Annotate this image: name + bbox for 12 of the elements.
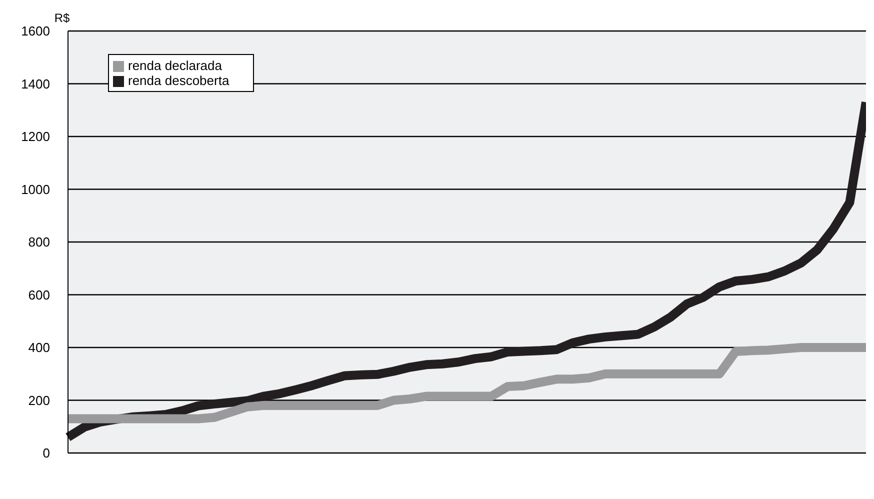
- y-tick-label: 1000: [21, 182, 50, 197]
- y-tick-label: 1200: [21, 129, 50, 144]
- y-tick-label: 1600: [21, 24, 50, 39]
- legend-label: renda descoberta: [128, 73, 230, 88]
- y-tick-label: 1400: [21, 76, 50, 92]
- y-tick-label: 0: [42, 446, 50, 461]
- y-tick-label: 600: [28, 287, 50, 302]
- y-tick-label: 200: [28, 392, 50, 408]
- y-tick-label: 400: [28, 340, 50, 356]
- legend-label: renda declarada: [128, 58, 222, 73]
- y-tick-label: 800: [28, 234, 50, 250]
- y-axis-title: R$: [54, 11, 70, 25]
